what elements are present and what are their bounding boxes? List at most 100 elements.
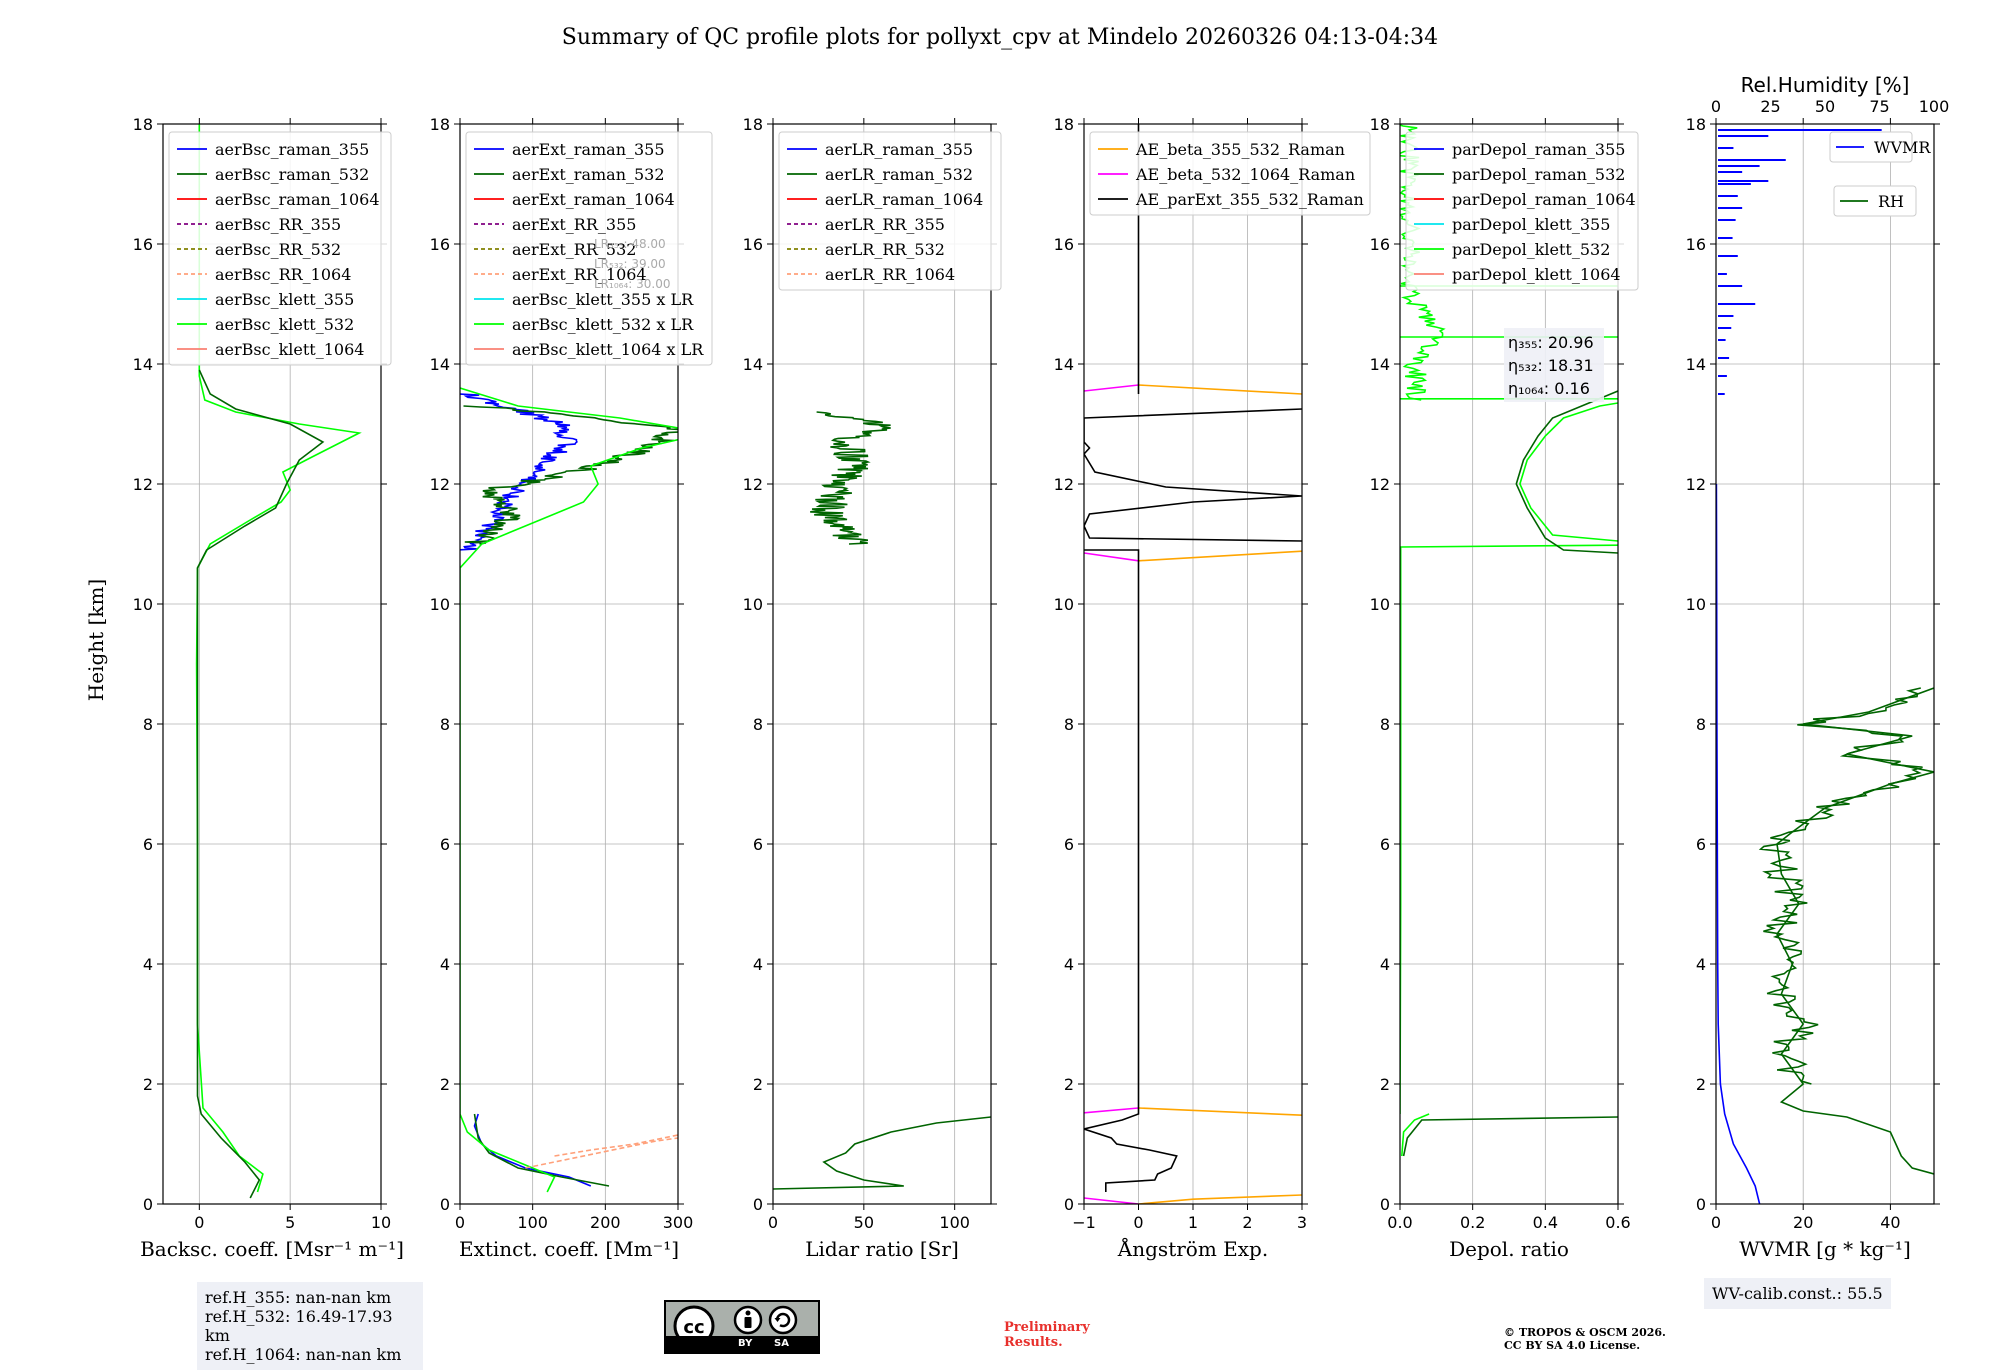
series-aerext-raman-355-noisy-line — [460, 393, 578, 551]
y-tick-label: 4 — [1380, 955, 1390, 974]
series-ae-beta-355-532-raman-line — [1138, 384, 1302, 395]
y-tick-label: 18 — [743, 115, 763, 134]
x2-tick-label: 100 — [1919, 97, 1950, 116]
series-wvmr-line — [1716, 483, 1761, 1204]
series-aerlr-raman-532-noisy-line — [810, 411, 891, 545]
legend: aerExt_raman_355 aerExt_raman_532 aerExt_r… — [465, 131, 713, 366]
legend-label: aerBsc_raman_1064 — [215, 190, 380, 209]
cc-sa-label: SA — [774, 1338, 789, 1349]
legend-label: aerExt_RR_532 — [512, 240, 636, 259]
y-tick-label: 2 — [143, 1075, 153, 1094]
legend-label: aerBsc_klett_355 x LR — [512, 290, 694, 309]
y-tick-label: 14 — [1054, 355, 1074, 374]
y-tick-label: 12 — [1686, 475, 1706, 494]
series-ae-beta-355-532-raman-line — [1138, 550, 1302, 562]
y-tick-label: 0 — [440, 1195, 450, 1214]
legend-label: aerBsc_RR_1064 — [215, 265, 351, 284]
y-tick-label: 10 — [1686, 595, 1706, 614]
y-tick-label: 0 — [1064, 1195, 1074, 1214]
reference-height-box: ref.H_355: nan-nan km ref.H_532: 16.49-1… — [197, 1282, 423, 1370]
x-tick-label: 200 — [590, 1213, 621, 1232]
y-tick-label: 6 — [753, 835, 763, 854]
panel-lr: 0 50 100 0 2 4 6 8 10 12 14 16 18 Lidar ratio [Sr] aer… — [743, 115, 1002, 1261]
y-tick-label: 8 — [143, 715, 153, 734]
x2-tick-label: 0 — [1711, 97, 1721, 116]
legend-wvmr: WVMR — [1829, 131, 1931, 163]
legend-label: RH — [1878, 192, 1904, 211]
series-ae-parext-355-532-raman-line — [1084, 408, 1302, 542]
x-tick-label: 0 — [768, 1213, 778, 1232]
series-pardepol-klett-532-line — [1400, 544, 1618, 1115]
legend-label: AE_beta_355_532_Raman — [1135, 140, 1345, 159]
x-tick-label: 300 — [663, 1213, 694, 1232]
x-tick-label: 50 — [854, 1213, 874, 1232]
y-tick-label: 8 — [1064, 715, 1074, 734]
y-tick-label: 14 — [1686, 355, 1706, 374]
x-tick-label: 100 — [939, 1213, 970, 1232]
y-tick-label: 10 — [743, 595, 763, 614]
y-tick-label: 0 — [1696, 1195, 1706, 1214]
x2-tick-label: 50 — [1815, 97, 1835, 116]
sa-share-icon — [768, 1305, 798, 1335]
series-ae-beta-532-1064-raman-line — [1084, 384, 1139, 392]
x-tick-label: 2 — [1242, 1213, 1252, 1232]
x-axis-label: Ångström Exp. — [1117, 1236, 1268, 1261]
figure-title: Summary of QC profile plots for pollyxt_… — [562, 25, 1438, 50]
plot-frame — [1715, 123, 1935, 1205]
legend-label: parDepol_raman_532 — [1452, 165, 1625, 184]
y-tick-label: 12 — [133, 475, 153, 494]
legend-label: parDepol_raman_355 — [1452, 140, 1625, 159]
legend-label: parDepol_klett_355 — [1452, 215, 1610, 234]
legend-label: aerLR_RR_355 — [825, 215, 945, 234]
series-rh-noisy-line — [1758, 687, 1923, 1085]
x-tick-label: 100 — [517, 1213, 548, 1232]
x-tick-label: 20 — [1793, 1213, 1813, 1232]
y-tick-label: 16 — [133, 235, 153, 254]
y-tick-label: 6 — [1380, 835, 1390, 854]
legend-label: aerExt_raman_532 — [512, 165, 665, 184]
x-tick-label: 0.4 — [1533, 1213, 1558, 1232]
x2-tick-label: 25 — [1760, 97, 1780, 116]
legend-label: aerBsc_klett_1064 x LR — [512, 340, 704, 359]
legend-box — [1833, 185, 1917, 217]
legend-label: aerBsc_klett_532 — [215, 315, 354, 334]
x-axis-label: WVMR [g * kg⁻¹] — [1739, 1237, 1911, 1261]
series-group — [773, 411, 991, 1190]
y-tick-label: 0 — [143, 1195, 153, 1214]
ref-height-532: ref.H_532: 16.49-17.93 km — [205, 1307, 393, 1345]
plot-frame — [772, 123, 992, 1205]
ref-height-355: ref.H_355: nan-nan km — [205, 1288, 392, 1307]
legend-box — [778, 131, 1002, 291]
lidar-ratio-annotation: LR₅₃₂: 39.00 — [594, 257, 666, 271]
series-pardepol-klett-532-line — [1519, 402, 1618, 542]
y-tick-label: 14 — [133, 355, 153, 374]
y-tick-label: 2 — [440, 1075, 450, 1094]
y-tick-label: 6 — [1064, 835, 1074, 854]
series-ae-beta-532-1064-raman-line — [1084, 1107, 1139, 1114]
wv-calibration-box: WV-calib.const.: 55.5 — [1704, 1278, 1891, 1309]
y-tick-label: 14 — [1370, 355, 1390, 374]
y-tick-label: 8 — [1696, 715, 1706, 734]
preliminary-line-2: Results. — [1004, 1335, 1063, 1350]
legend-label: parDepol_raman_1064 — [1452, 190, 1636, 209]
legend-box — [1829, 131, 1913, 163]
y-tick-label: 0 — [753, 1195, 763, 1214]
x-tick-label: 0 — [194, 1213, 204, 1232]
series-pardepol-raman-532-line — [1515, 390, 1618, 554]
legend-label: aerBsc_klett_355 — [215, 290, 354, 309]
cc-by-label: BY — [738, 1338, 753, 1349]
series-group — [1716, 129, 1934, 1204]
lidar-ratio-annotation: LR₁₀₆₄: 30.00 — [594, 277, 670, 291]
x2-tick-label: 75 — [1869, 97, 1889, 116]
y-tick-label: 16 — [1686, 235, 1706, 254]
x-tick-label: 3 — [1297, 1213, 1307, 1232]
legend: parDepol_raman_355 parDepol_raman_532 parD… — [1405, 131, 1639, 291]
legend-label: AE_beta_532_1064_Raman — [1135, 165, 1355, 184]
x-tick-label: −1 — [1072, 1213, 1096, 1232]
legend-label: WVMR — [1874, 138, 1931, 157]
legend-label: aerLR_raman_355 — [825, 140, 973, 159]
legend-label: aerLR_RR_532 — [825, 240, 945, 259]
y-tick-label: 18 — [133, 115, 153, 134]
series-aerbsc-klett-532-x-lr-line — [460, 387, 678, 1193]
series-aerext-rr-1064-line — [525, 1137, 678, 1169]
